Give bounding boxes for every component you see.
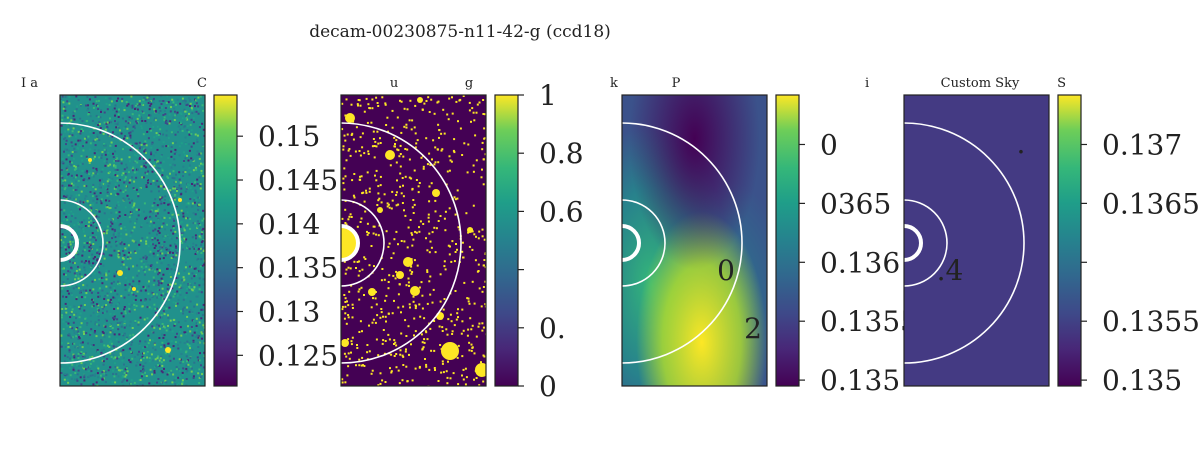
panel-1: I a C 0.125 0.13 0.135 0.14 0.145 0.15 bbox=[21, 76, 338, 387]
corner-label: S bbox=[1057, 76, 1066, 91]
in-plot-label: . bbox=[1017, 127, 1026, 160]
colorbar-tick-label: 0.6 bbox=[539, 195, 584, 228]
in-plot-label: 0 bbox=[717, 254, 735, 287]
colorbar-tick-label: 0.135 bbox=[258, 252, 338, 285]
colorbar-tick-label: 0 bbox=[539, 370, 557, 403]
panel-2: u g 0 0. 0.6 0.8 1 bbox=[340, 76, 584, 403]
image-frame bbox=[903, 94, 1050, 387]
colorbar-tick-label: 0.15 bbox=[258, 120, 320, 153]
image-frame bbox=[621, 94, 768, 387]
colorbar-tick-label: 0 bbox=[820, 128, 838, 161]
colorbar-tick-label: 1 bbox=[539, 79, 557, 112]
colorbar bbox=[494, 94, 519, 387]
corner-label: i bbox=[865, 76, 869, 91]
colorbar-tick-label: 0.13 bbox=[258, 295, 320, 328]
colorbar-tick-label: 0.135 bbox=[820, 364, 900, 397]
panels: I a C 0.125 0.13 0.135 0.14 0.145 0.15 u g 0 0. 0.6 0… bbox=[21, 76, 1200, 403]
image-1 bbox=[60, 95, 205, 386]
colorbar bbox=[1057, 94, 1082, 387]
colorbar-tick-label: 0.1365 bbox=[1102, 187, 1200, 220]
corner-label: P bbox=[672, 76, 681, 91]
colorbar-tick-label: 0.1355 bbox=[820, 305, 918, 338]
colorbar-tick-label: 0.136 bbox=[820, 246, 900, 279]
image-frame bbox=[340, 94, 487, 387]
colorbar-tick-label: 0.135 bbox=[1102, 364, 1182, 397]
image-frame bbox=[59, 94, 206, 387]
image-2 bbox=[341, 95, 486, 386]
in-plot-label: .4 bbox=[937, 254, 964, 287]
colorbar-tick-label: 0.14 bbox=[258, 208, 320, 241]
colorbar-tick-label: 0.8 bbox=[539, 137, 584, 170]
figure-title: decam-00230875-n11-42-g (ccd18) bbox=[309, 22, 611, 42]
colorbar bbox=[213, 94, 238, 387]
corner-label: g bbox=[465, 76, 473, 91]
corner-label: k bbox=[610, 76, 618, 91]
image-3 bbox=[622, 95, 767, 386]
colorbar bbox=[775, 94, 800, 387]
colorbar-tick-label: 0.1355 bbox=[1102, 305, 1200, 338]
corner-label: C bbox=[197, 76, 207, 91]
corner-label: u bbox=[390, 76, 398, 91]
panel-4: .4. i Custom Sky S 0.135 0.1355 0.1365 0.137 bbox=[865, 76, 1200, 397]
corner-label: I a bbox=[21, 76, 38, 91]
colorbar-tick-label: 0.137 bbox=[1102, 128, 1182, 161]
in-plot-label: 2 bbox=[744, 312, 762, 345]
image-4 bbox=[904, 95, 1049, 386]
colorbar-tick-label: 0.145 bbox=[258, 164, 338, 197]
corner-label: Custom Sky bbox=[941, 76, 1020, 91]
colorbar-tick-label: 0365 bbox=[820, 187, 891, 220]
colorbar-tick-label: 0.125 bbox=[258, 339, 338, 372]
colorbar-tick-label: 0. bbox=[539, 312, 566, 345]
